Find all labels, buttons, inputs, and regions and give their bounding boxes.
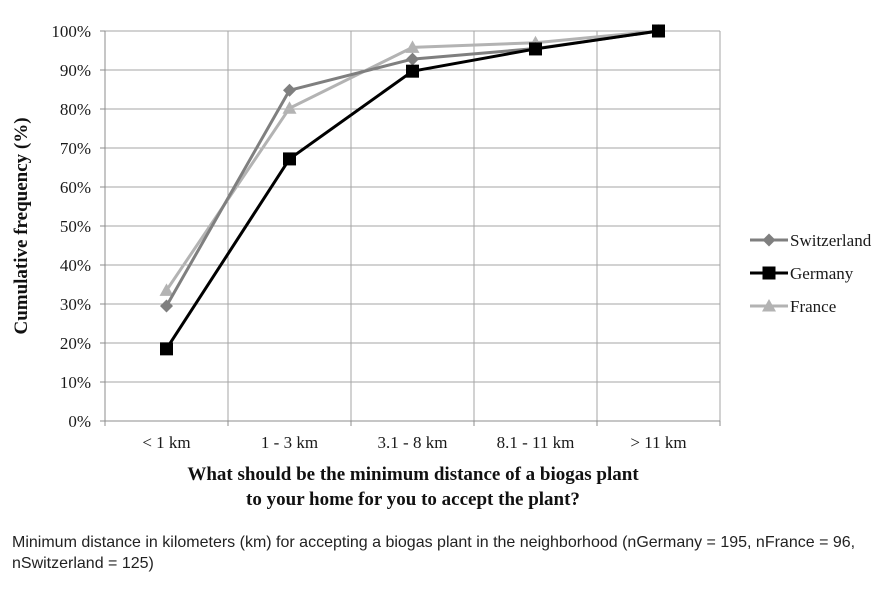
series-group xyxy=(159,24,666,356)
data-point xyxy=(283,152,296,166)
data-point xyxy=(160,299,173,313)
data-point xyxy=(529,42,542,56)
data-point xyxy=(160,342,173,356)
legend-entry: France xyxy=(750,297,836,316)
y-axis-title: Cumulative frequency (%) xyxy=(11,117,32,334)
legend-label: France xyxy=(790,297,836,316)
legend-marker xyxy=(762,233,776,247)
line-chart: 0% 10% 20% 30% 40% 50% 60% 70% 80% 90% 100% < 1 km… xyxy=(11,22,872,510)
y-tick-label: 60% xyxy=(60,178,91,197)
legend-entry: Switzerland xyxy=(750,231,872,250)
y-tick-labels: 0% 10% 20% 30% 40% 50% 60% 70% 80% 90% 100% xyxy=(51,22,91,431)
y-tick-label: 50% xyxy=(60,217,91,236)
data-point xyxy=(282,101,297,114)
y-tick-label: 40% xyxy=(60,256,91,275)
series-germany xyxy=(160,24,665,356)
x-tick-label: 1 - 3 km xyxy=(261,433,318,452)
x-tick-label: < 1 km xyxy=(142,433,190,452)
series-line xyxy=(165,29,659,350)
x-axis-title-line-2: to your home for you to accept the plant… xyxy=(246,489,580,510)
legend-marker xyxy=(762,266,776,280)
legend-marker xyxy=(762,299,776,312)
y-tick-label: 0% xyxy=(68,412,91,431)
axes xyxy=(100,30,721,426)
y-tick-label: 30% xyxy=(60,295,91,314)
data-point xyxy=(406,64,419,78)
y-tick-label: 80% xyxy=(60,100,91,119)
data-point xyxy=(652,24,665,38)
x-tick-label: > 11 km xyxy=(630,433,686,452)
x-tick-label: 3.1 - 8 km xyxy=(378,433,448,452)
y-tick-label: 70% xyxy=(60,139,91,158)
data-point xyxy=(405,40,420,53)
x-tick-labels: < 1 km 1 - 3 km 3.1 - 8 km 8.1 - 11 km > 11 … xyxy=(142,433,686,452)
legend-entry: Germany xyxy=(750,264,854,283)
y-tick-label: 10% xyxy=(60,373,91,392)
y-tick-label: 20% xyxy=(60,334,91,353)
data-point xyxy=(159,283,174,296)
x-axis-title-line-1: What should be the minimum distance of a… xyxy=(187,464,639,485)
legend-label: Switzerland xyxy=(790,231,872,250)
data-point xyxy=(406,52,419,66)
gridlines xyxy=(105,30,721,421)
data-point xyxy=(283,83,296,97)
figure-caption: Minimum distance in kilometers (km) for … xyxy=(12,534,856,572)
legend: Switzerland Germany France xyxy=(750,231,872,316)
y-tick-label: 90% xyxy=(60,61,91,80)
y-tick-label: 100% xyxy=(51,22,91,41)
legend-label: Germany xyxy=(790,264,854,283)
x-tick-label: 8.1 - 11 km xyxy=(497,433,575,452)
